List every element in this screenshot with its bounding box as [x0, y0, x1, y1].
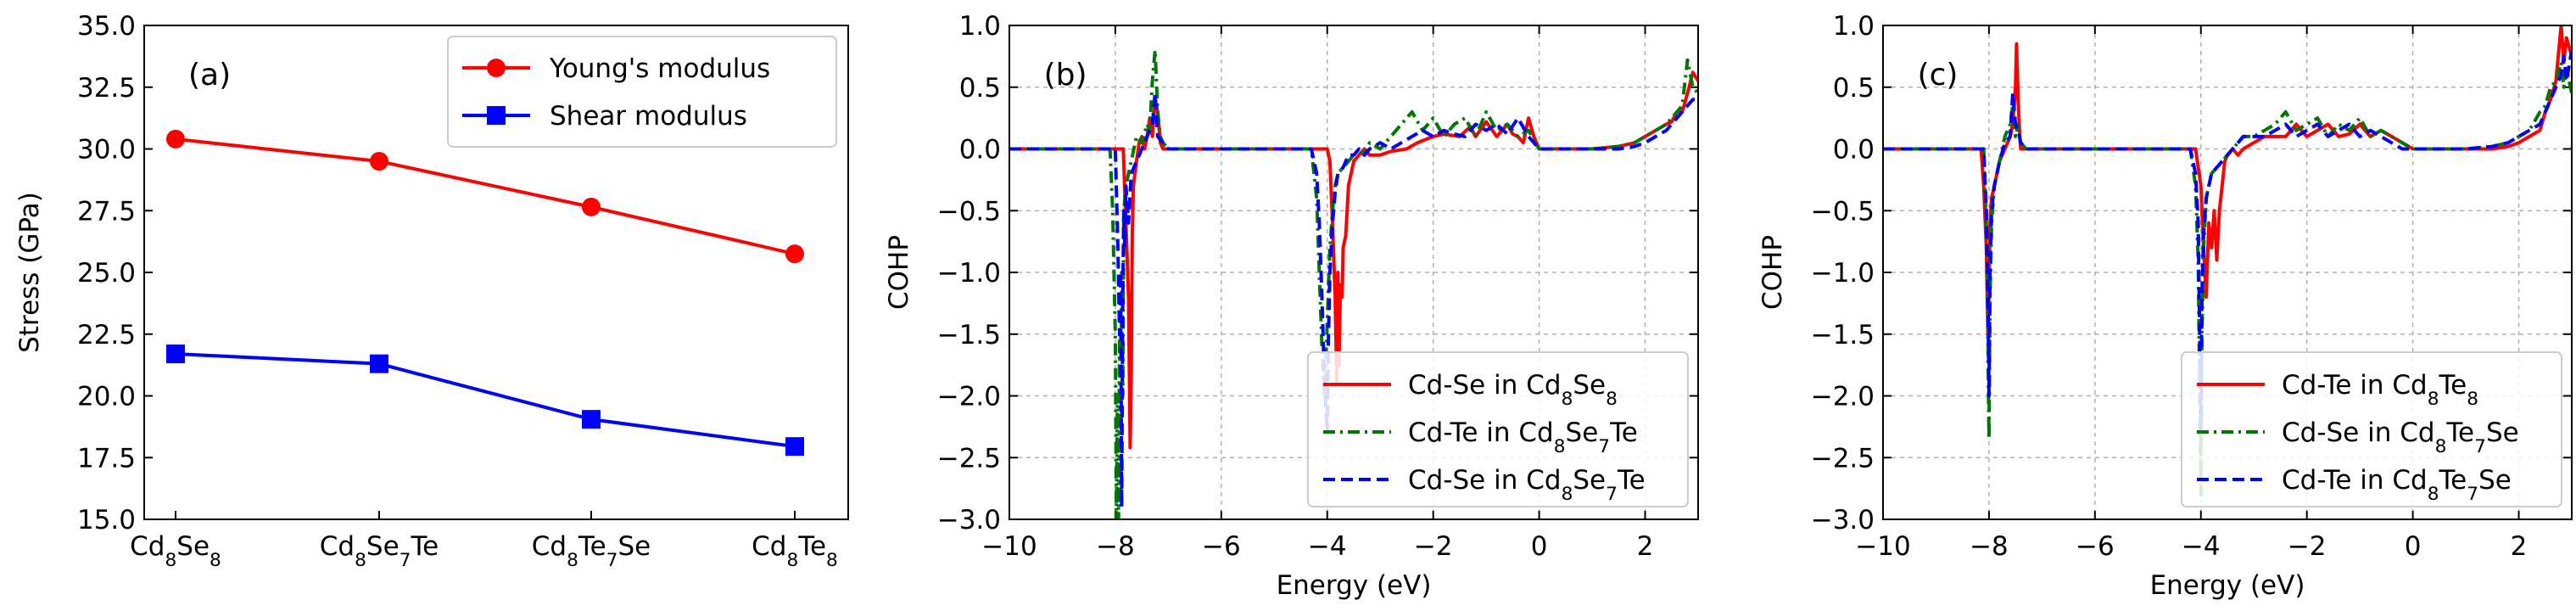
x-tick-label: −6 [2076, 531, 2115, 562]
data-point [785, 437, 804, 457]
x-tick-label: Cd8Te8 [752, 531, 838, 571]
panel-b: −10 −8 −6 −4 −2 0 2 −3.0 −2.5 −2.0 −1.5 −1.0 −0.5 0.0… [884, 11, 1699, 601]
x-axis-label: Energy (eV) [1277, 570, 1432, 601]
plot-frame [1009, 25, 1699, 520]
series-group [1009, 48, 1698, 519]
x-tick-label: 2 [2511, 531, 2528, 562]
y-tick-label: −2.5 [1811, 443, 1875, 474]
x-tick-label: 0 [2405, 531, 2422, 562]
y-tick-label: 0.5 [1833, 73, 1875, 104]
data-point [166, 345, 185, 364]
y-tick-label: 20.0 [77, 382, 136, 412]
y-tick-label: 22.5 [77, 320, 136, 350]
y-tick-label: −1.5 [1811, 320, 1875, 350]
y-tick-label: 25.0 [77, 258, 136, 289]
series-line [1009, 48, 1698, 519]
panel-a: 15.0 17.5 20.0 22.5 25.0 27.5 30.0 32.5 35.0 Cd8S… [14, 11, 849, 571]
series-line [175, 352, 796, 449]
y-axis-label: COHP [884, 235, 914, 310]
x-tick-label: −2 [1414, 531, 1453, 562]
y-tick-label: −3.0 [1811, 505, 1875, 535]
plot-frame [1882, 25, 2573, 520]
series-line [1883, 49, 2572, 435]
panel-label: (c) [1918, 58, 1959, 92]
x-tick-label: −8 [1096, 531, 1135, 562]
x-tick-label: −4 [2182, 531, 2221, 562]
y-tick-label: −1.0 [937, 258, 1001, 289]
panel-c: −10 −8 −6 −4 −2 0 2 −3.0 −2.5 −2.0 −1.5 −1.0 −0.5 0.0… [1757, 11, 2573, 601]
y-tick-label: 17.5 [77, 443, 136, 474]
y-tick-label: −1.0 [1811, 258, 1875, 289]
x-tick-label: Cd8Se8 [130, 531, 221, 571]
series-group [1883, 25, 2572, 496]
y-tick-label: −1.5 [937, 320, 1001, 350]
data-point [370, 152, 388, 171]
y-tick-label: −2.0 [937, 382, 1001, 412]
legend-label: Cd-Te in Cd8Te7Se [2282, 465, 2512, 505]
y-tick-label: 30.0 [77, 135, 136, 165]
y-axis-label: COHP [1757, 235, 1788, 310]
y-tick-label: 0.5 [959, 73, 1001, 104]
y-tick-label: −0.5 [1811, 196, 1875, 227]
data-point [166, 129, 185, 149]
y-tick-label: −3.0 [937, 505, 1001, 535]
y-tick-label: 1.0 [959, 11, 1001, 42]
legend-label: Cd-Te in Cd8Te8 [2282, 370, 2478, 410]
x-tick-label: −4 [1308, 531, 1347, 562]
x-tick-label: −2 [2288, 531, 2327, 562]
data-point [582, 197, 601, 216]
panel-label: (b) [1044, 58, 1087, 92]
data-point [785, 244, 804, 264]
y-tick-label: −2.5 [937, 443, 1001, 474]
y-tick-label: 27.5 [77, 196, 136, 227]
y-tick-label: −0.5 [937, 196, 1001, 227]
y-axis-label: Stress (GPa) [14, 192, 45, 353]
legend-marker [487, 59, 506, 77]
series-line [1009, 92, 1698, 509]
y-tick-label: 0.0 [1833, 135, 1875, 165]
series-line [175, 137, 796, 256]
legend: Young's modulus Shear modulus [447, 36, 837, 148]
x-tick-label: Cd8Te7Se [532, 531, 651, 571]
y-tick-label: 15.0 [77, 505, 136, 535]
legend-label: Cd-Se in Cd8Se8 [1408, 370, 1618, 410]
legend-label: Cd-Te in Cd8Se7Te [1408, 418, 1638, 457]
y-tick-label: 0.0 [959, 135, 1001, 165]
legend-label: Cd-Se in Cd8Te7Se [2282, 418, 2519, 457]
legend-label: Young's modulus [549, 53, 770, 84]
legend-box [1307, 351, 1689, 507]
x-tick-label: −10 [1855, 531, 1910, 562]
x-tick-label: 2 [1637, 531, 1654, 562]
y-tick-label: 35.0 [77, 11, 136, 42]
x-tick-label: Cd8Se7Te [320, 531, 439, 571]
x-tick-label: −8 [1970, 531, 2009, 562]
data-point [370, 354, 388, 373]
legend: Cd-Te in Cd8Te8 Cd-Se in Cd8Te7Se Cd-Te in… [2181, 351, 2562, 507]
x-tick-label: −10 [981, 531, 1037, 562]
plot-frame [143, 25, 849, 520]
legend-label: Cd-Se in Cd8Se7Te [1408, 465, 1646, 505]
panel-label: (a) [188, 58, 231, 92]
y-tick-label: 1.0 [1833, 11, 1875, 42]
legend-box [2181, 351, 2562, 507]
y-tick-label: 32.5 [77, 73, 136, 104]
x-axis-label: Energy (eV) [2150, 570, 2305, 601]
data-point [582, 410, 601, 429]
legend: Cd-Se in Cd8Se8 Cd-Te in Cd8Se7Te Cd-Se in… [1307, 351, 1689, 507]
legend-box [447, 36, 837, 148]
x-tick-label: 0 [1531, 531, 1548, 562]
legend-label: Shear modulus [550, 101, 747, 132]
legend-marker [487, 106, 506, 125]
y-tick-label: −2.0 [1811, 382, 1875, 412]
x-tick-label: −6 [1202, 531, 1241, 562]
